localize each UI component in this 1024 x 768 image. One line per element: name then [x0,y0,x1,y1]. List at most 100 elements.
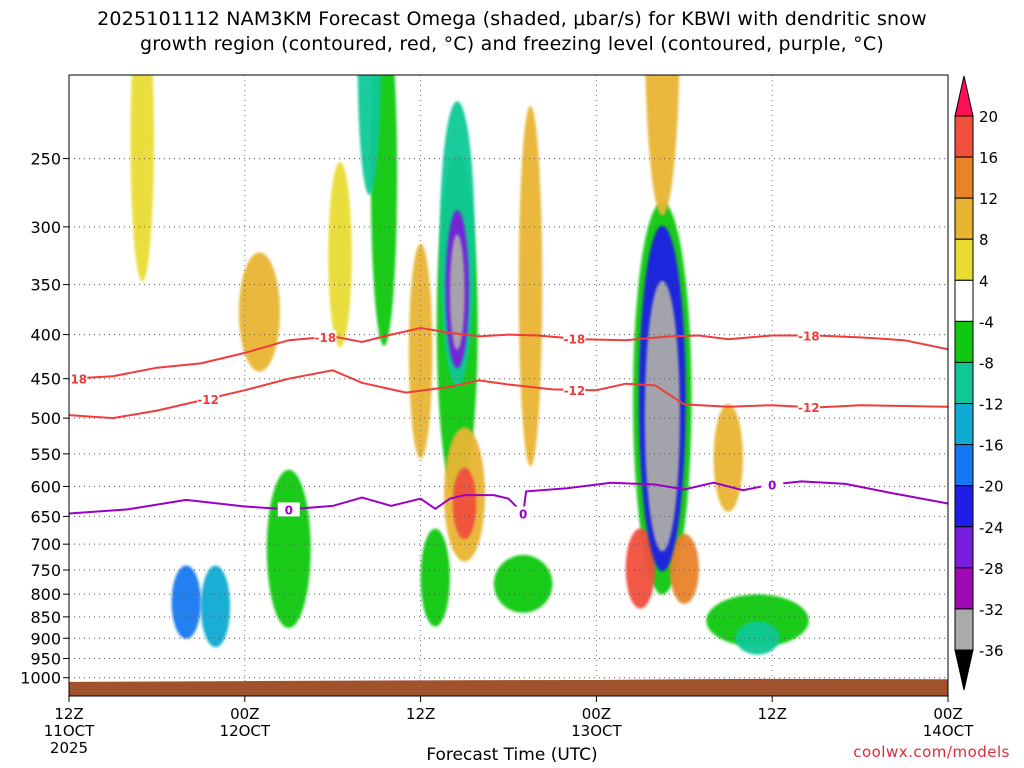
y-tick-label-900: 900 [30,629,61,648]
omega-shade-13 [266,469,311,629]
omega-shade-0 [130,75,154,282]
omega-shade-22 [171,565,201,639]
x-tick-label-0-1: 11OCT [44,722,95,740]
omega-shade-18 [735,621,780,655]
colorbar-segment-11 [954,567,974,610]
y-tick-label-700: 700 [30,535,61,554]
colorbar-top-arrow [954,75,974,117]
contour-label-bg-0-2 [563,331,586,346]
contour-label-bg-0-0 [69,371,88,386]
colorbar-segment-9 [954,485,974,528]
omega-shade-11 [518,105,543,467]
credit-text: coolwx.com/models [853,743,1010,761]
x-tick-label-36-0: 00Z [582,705,611,723]
y-tick-label-950: 950 [30,650,61,669]
colorbar-label-1: 16 [979,149,998,167]
omega-shade-25 [449,234,465,350]
contour-label-0-1: -18 [315,331,337,345]
contour-label-bg-0-1 [314,330,337,345]
colorbar-label-4: 4 [979,272,989,290]
x-tick-label-12-0: 00Z [230,705,259,723]
chart-title-line-1: 2025101112 NAM3KM Forecast Omega (shaded… [97,8,927,30]
colorbar-label-7: -12 [979,396,1004,414]
y-tick-label-1000: 1000 [20,669,61,688]
x-tick-label-24-0: 12Z [406,705,435,723]
colorbar-label-13: -36 [979,642,1004,660]
contour-line-0 [69,326,948,380]
contour-label-1-1: -12 [564,384,586,398]
contour-label-bg-0-3 [797,328,820,343]
contour-label-2-2: 0 [768,479,776,493]
omega-shade-10 [706,594,809,647]
omega-shade-9 [420,528,450,627]
colorbar-segment-6 [954,361,974,405]
omega-shade-16 [669,533,699,604]
omega-shade-17 [357,75,381,195]
contour-label-bg-1-2 [797,400,820,415]
contour-label-0-2: -18 [564,333,586,347]
colorbar-label-12: -32 [979,601,1004,619]
omega-shade-20 [625,528,655,609]
contour-label-bg-2-1 [512,506,535,521]
x-tick-label-48-0: 12Z [758,705,787,723]
omega-shade-7 [238,252,280,372]
x-axis-label: Forecast Time (UTC) [426,745,598,765]
colorbar-segment-7 [954,403,974,446]
x-tick-label-0-0: 12Z [54,705,83,723]
y-tick-label-350: 350 [30,276,61,295]
contour-label-bg-1-1 [563,382,586,397]
x-tick-label-60-1: 14OCT [923,722,974,740]
omega-shade-1 [328,161,352,348]
colorbar-segment-10 [954,526,974,569]
omega-shade-12 [493,555,553,613]
contour-label-bg-2-0 [277,502,300,517]
contour-label-2-0: 0 [285,503,293,517]
y-tick-label-750: 750 [30,561,61,580]
y-tick-label-650: 650 [30,507,61,526]
chart-title-line-2: growth region (contoured, red, °C) and f… [140,33,884,55]
colorbar-segment-3 [954,238,974,281]
omega-shade-14 [408,243,433,459]
colorbar-segment-8 [954,444,974,487]
terrain-band [69,678,948,696]
colorbar-segment-12 [954,608,974,651]
x-tick-label-60-0: 00Z [933,705,962,723]
colorbar-label-9: -20 [979,478,1004,496]
colorbar-label-2: 12 [979,190,998,208]
x-tick-label-12-1: 12OCT [220,722,271,740]
contour-label-bg-2-2 [761,477,784,492]
contour-line-1 [69,369,948,420]
y-tick-label-850: 850 [30,608,61,627]
omega-shade-26 [644,280,680,552]
contour-label-bg-1-0 [197,391,220,406]
omega-shade-21 [200,565,231,648]
colorbar-label-10: -24 [979,519,1004,537]
colorbar-bottom-arrow [954,649,974,691]
y-tick-label-450: 450 [30,370,61,389]
colorbar-segment-4 [954,279,974,322]
y-tick-label-550: 550 [30,445,61,464]
omega-shade-6 [713,404,743,512]
plot-frame [68,74,949,697]
colorbar-segment-5 [954,320,974,363]
colorbar-label-6: -8 [979,354,994,372]
y-tick-label-600: 600 [30,477,61,496]
colorbar-label-5: -4 [979,313,994,331]
omega-shade-19 [452,467,477,540]
contour-label-2-1: 0 [519,508,527,522]
x-tick-label-36-1: 13OCT [571,722,622,740]
y-tick-label-800: 800 [30,585,61,604]
colorbar-segment-0 [954,115,974,158]
y-tick-label-250: 250 [30,150,61,169]
x-tick-label-0-2: 2025 [50,739,88,757]
contour-label-0-0: -18 [65,372,87,386]
y-tick-label-300: 300 [30,218,61,237]
omega-shade-4 [645,75,680,216]
contour-label-0-3: -18 [798,330,820,344]
colorbar-segment-1 [954,156,974,199]
y-tick-label-400: 400 [30,326,61,345]
y-tick-label-500: 500 [30,409,61,428]
colorbar-label-0: 20 [979,108,998,126]
contour-label-1-2: -12 [798,401,820,415]
